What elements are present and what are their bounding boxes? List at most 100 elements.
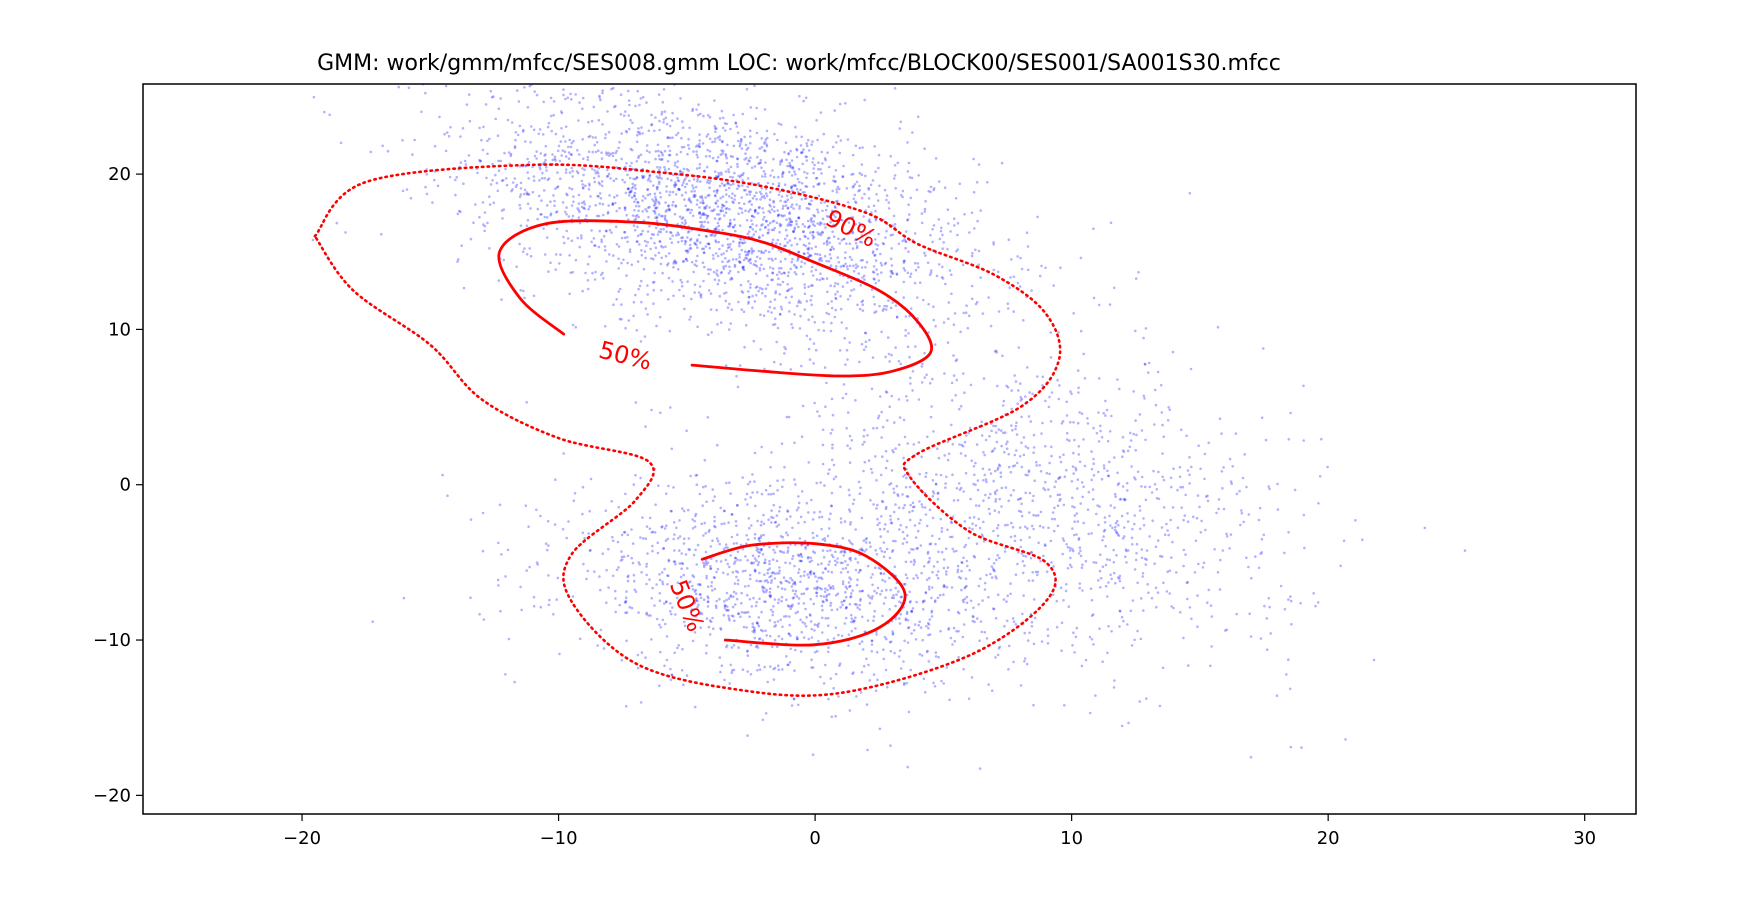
scatter-point <box>822 329 826 332</box>
scatter-point <box>594 172 598 175</box>
scatter-point <box>839 521 843 524</box>
scatter-point <box>855 603 858 606</box>
scatter-point <box>818 182 821 185</box>
scatter-point <box>673 164 677 167</box>
scatter-point <box>568 138 571 142</box>
scatter-point <box>1094 561 1098 564</box>
scatter-point <box>994 431 998 434</box>
scatter-point <box>677 173 681 176</box>
scatter-point <box>998 464 1002 468</box>
scatter-point <box>930 269 933 272</box>
scatter-point <box>1262 533 1266 537</box>
scatter-point <box>1116 533 1120 536</box>
scatter-point <box>885 308 888 311</box>
scatter-point <box>898 622 902 625</box>
scatter-point <box>785 517 788 521</box>
scatter-point <box>733 218 736 221</box>
scatter-point <box>927 585 931 589</box>
scatter-point <box>904 573 908 576</box>
scatter-point <box>547 270 550 273</box>
scatter-point <box>1086 508 1090 512</box>
scatter-point <box>905 576 909 580</box>
scatter-point <box>913 560 916 564</box>
scatter-point <box>1209 664 1212 668</box>
scatter-point <box>754 209 757 212</box>
scatter-point <box>737 270 740 274</box>
scatter-point <box>561 149 565 152</box>
scatter-point <box>762 251 766 254</box>
scatter-point <box>830 571 834 574</box>
scatter-point <box>869 576 873 579</box>
scatter-point <box>823 590 827 593</box>
scatter-point <box>748 141 752 145</box>
scatter-point <box>809 254 812 257</box>
scatter-point <box>1161 452 1164 455</box>
scatter-point <box>698 206 701 209</box>
scatter-point <box>502 208 506 211</box>
scatter-point <box>1165 522 1168 526</box>
scatter-point <box>1326 465 1329 469</box>
scatter-point <box>703 169 706 173</box>
scatter-point <box>786 551 789 554</box>
scatter-point <box>610 87 613 91</box>
scatter-point <box>1108 514 1111 518</box>
scatter-point <box>824 405 827 409</box>
scatter-point <box>620 555 624 559</box>
scatter-point <box>635 176 639 179</box>
scatter-point <box>889 270 893 273</box>
scatter-point <box>596 172 600 175</box>
scatter-point <box>708 115 712 119</box>
scatter-point <box>1047 526 1050 530</box>
scatter-point <box>917 174 920 177</box>
scatter-point <box>854 242 858 245</box>
scatter-point <box>698 212 701 215</box>
scatter-point <box>666 263 669 267</box>
scatter-point <box>902 267 906 270</box>
scatter-point <box>964 608 967 612</box>
scatter-point <box>848 447 852 450</box>
scatter-point <box>1159 554 1162 558</box>
scatter-point <box>694 615 698 618</box>
scatter-point <box>879 261 883 265</box>
scatter-point <box>709 620 713 623</box>
scatter-point <box>1062 503 1066 507</box>
scatter-point <box>962 490 965 493</box>
scatter-point <box>504 673 507 676</box>
scatter-point <box>713 208 716 211</box>
scatter-point <box>750 247 753 250</box>
scatter-point <box>819 481 822 484</box>
scatter-point <box>683 198 686 201</box>
scatter-point <box>567 157 571 160</box>
scatter-point <box>605 260 608 263</box>
scatter-point <box>765 634 768 637</box>
scatter-point <box>761 287 764 291</box>
scatter-point <box>965 595 969 599</box>
scatter-point <box>768 211 772 214</box>
scatter-point <box>626 579 630 583</box>
scatter-point <box>797 571 800 574</box>
scatter-point <box>850 258 854 262</box>
scatter-point <box>696 583 700 586</box>
scatter-point <box>812 274 815 277</box>
scatter-point <box>781 170 785 174</box>
scatter-point <box>887 201 891 204</box>
scatter-point <box>625 639 628 643</box>
scatter-point <box>840 321 844 324</box>
scatter-point <box>676 117 679 120</box>
scatter-point <box>657 251 661 255</box>
scatter-point <box>570 98 573 101</box>
scatter-point <box>1003 450 1006 454</box>
scatter-point <box>593 278 597 281</box>
scatter-point <box>834 293 837 296</box>
scatter-point <box>564 140 567 143</box>
scatter-point <box>891 449 894 452</box>
scatter-point <box>776 326 780 330</box>
scatter-point <box>745 257 749 260</box>
scatter-point <box>758 147 762 150</box>
scatter-point <box>606 168 609 172</box>
scatter-point <box>975 443 979 446</box>
scatter-point <box>1011 617 1015 620</box>
scatter-point <box>728 207 731 211</box>
scatter-point <box>828 468 831 471</box>
scatter-point <box>973 473 976 477</box>
